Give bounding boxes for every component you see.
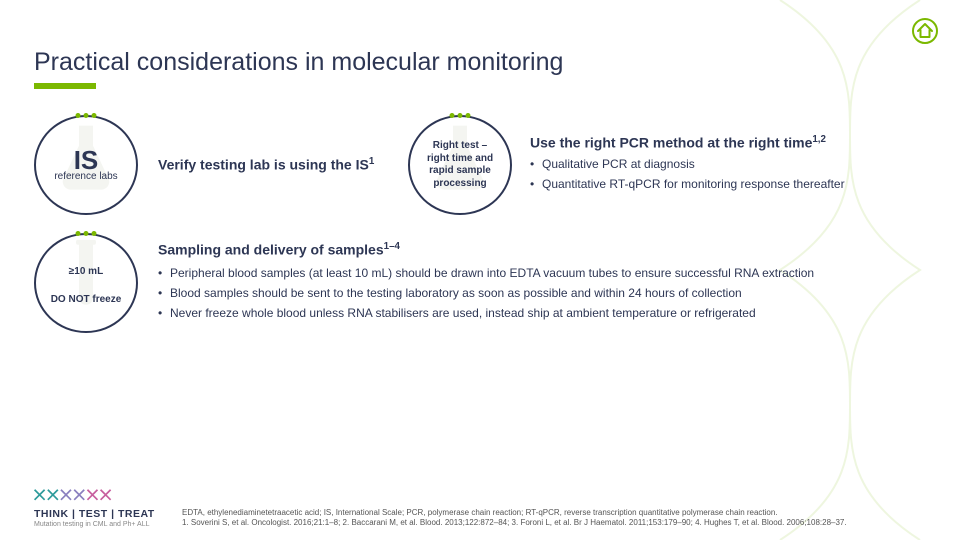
pcr-block: Use the right PCR method at the right ti… xyxy=(530,134,926,197)
circle-right-test: Right test – right time and rapid sample… xyxy=(408,115,512,215)
circle2-line4: processing xyxy=(427,178,493,191)
footer-text: EDTA, ethylenediaminetetraacetic acid; I… xyxy=(182,508,926,528)
circle-is-big: IS xyxy=(54,147,117,174)
pcr-bullet-list: Qualitative PCR at diagnosis Quantitative… xyxy=(530,156,926,192)
list-item: Never freeze whole blood unless RNA stab… xyxy=(158,305,926,321)
circle-is: IS reference labs xyxy=(34,115,138,215)
list-item: Peripheral blood samples (at least 10 mL… xyxy=(158,265,926,281)
pcr-sup: 1,2 xyxy=(812,134,826,145)
title-underline xyxy=(34,83,96,89)
logo-block: ⨉⨉ ⨉⨉ ⨉⨉ THINK | TEST | TREAT Mutation t… xyxy=(34,487,164,528)
sampling-bullet-list: Peripheral blood samples (at least 10 mL… xyxy=(158,265,926,322)
page-title: Practical considerations in molecular mo… xyxy=(34,48,926,77)
circle-is-sub: reference labs xyxy=(54,172,117,183)
footer-refs: 1. Soverini S, et al. Oncologist. 2016;2… xyxy=(182,518,926,528)
list-item: Quantitative RT-qPCR for monitoring resp… xyxy=(530,176,926,192)
pcr-heading: Use the right PCR method at the right ti… xyxy=(530,134,812,150)
verify-heading: Verify testing lab is using the IS xyxy=(158,157,369,173)
footer: ⨉⨉ ⨉⨉ ⨉⨉ THINK | TEST | TREAT Mutation t… xyxy=(34,487,926,528)
row-sampling: ≥10 mL DO NOT freeze Sampling and delive… xyxy=(34,233,926,333)
list-item: Qualitative PCR at diagnosis xyxy=(530,156,926,172)
footer-abbrev: EDTA, ethylenediaminetetraacetic acid; I… xyxy=(182,508,926,518)
sampling-sup: 1–4 xyxy=(384,241,400,252)
logo-subtitle: Mutation testing in CML and Ph+ ALL xyxy=(34,521,164,528)
circle2-line3: rapid sample xyxy=(427,165,493,178)
list-item: Blood samples should be sent to the test… xyxy=(158,285,926,301)
logo-title: THINK | TEST | TREAT xyxy=(34,508,164,520)
circle-sample: ≥10 mL DO NOT freeze xyxy=(34,233,138,333)
row-is-and-pcr: IS reference labs Verify testing lab is … xyxy=(34,115,926,215)
home-icon[interactable] xyxy=(912,18,938,44)
circle2-line1: Right test – xyxy=(427,140,493,153)
logo-x-icon: ⨉ xyxy=(34,487,45,504)
circle3-top: ≥10 mL xyxy=(51,267,122,278)
verify-block: Verify testing lab is using the IS1 xyxy=(158,156,408,174)
verify-sup: 1 xyxy=(369,156,374,167)
circle3-bottom: DO NOT freeze xyxy=(51,295,122,306)
circle2-line2: right time and xyxy=(427,153,493,166)
logo-dna-icons: ⨉⨉ ⨉⨉ ⨉⨉ xyxy=(34,487,164,504)
sampling-heading: Sampling and delivery of samples xyxy=(158,241,384,257)
